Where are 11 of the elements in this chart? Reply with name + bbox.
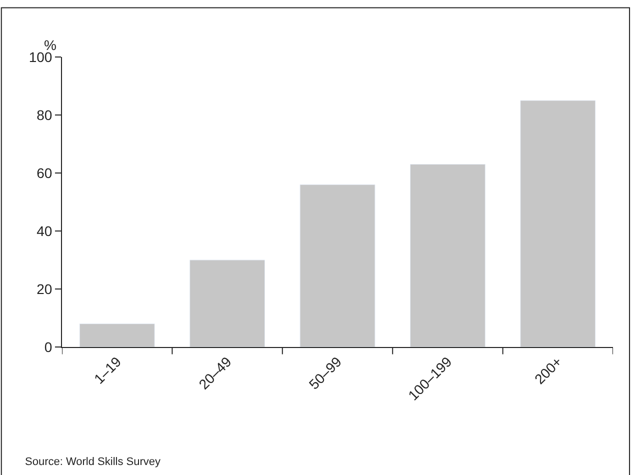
y-tick-label: 0 bbox=[44, 338, 52, 355]
y-tick-label: 20 bbox=[36, 280, 52, 297]
y-tick-label: 80 bbox=[36, 106, 52, 123]
bar bbox=[190, 260, 266, 347]
y-tick-label: 60 bbox=[36, 164, 52, 181]
bar bbox=[79, 324, 155, 347]
bar bbox=[410, 164, 486, 347]
y-tick-label: 40 bbox=[36, 222, 52, 239]
source-note: Source: World Skills Survey bbox=[25, 456, 162, 468]
bar bbox=[300, 184, 376, 347]
bar bbox=[520, 100, 596, 347]
